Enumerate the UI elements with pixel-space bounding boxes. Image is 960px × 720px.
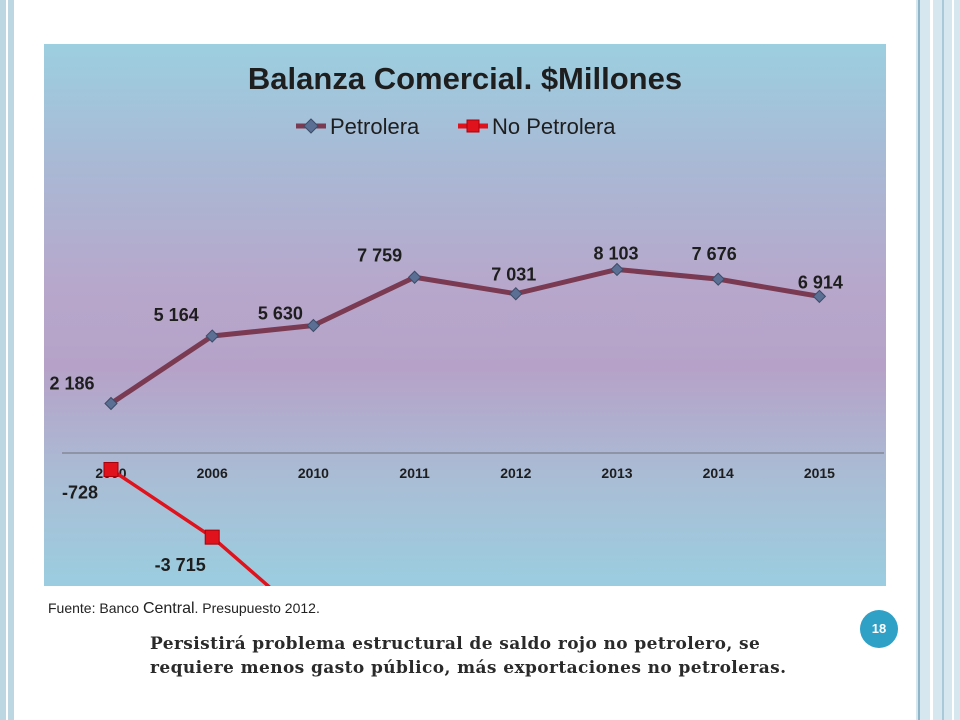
legend-marker	[466, 119, 480, 133]
data-label-petrolera: 7 031	[491, 265, 536, 285]
x-tick-label: 2015	[804, 465, 835, 481]
page-number-badge: 18	[860, 610, 898, 648]
data-point-petrolera	[509, 287, 523, 301]
series-line-petrolera	[109, 266, 820, 406]
chart-title: Balanza Comercial. $Millones	[248, 61, 682, 96]
x-tick-label: 2011	[399, 465, 430, 481]
data-label-petrolera: 6 914	[798, 272, 843, 292]
chart-container: Balanza Comercial. $Millones Petrolera No…	[44, 44, 886, 586]
source-suffix: . Presupuesto 2012.	[194, 600, 320, 616]
series-group: 2 186 5 164 5 630 7 759 7 031 8 103 7 676 6 914…	[49, 243, 843, 586]
data-point-petrolera	[711, 272, 725, 286]
x-axis: 20002006201020112012201320142015	[62, 452, 884, 481]
line-chart: Balanza Comercial. $Millones Petrolera No…	[49, 61, 884, 586]
x-tick-label: 2013	[601, 465, 632, 481]
data-label-petrolera: 2 186	[49, 373, 94, 393]
legend-label: Petrolera	[330, 114, 420, 139]
x-tick-label: 2006	[197, 465, 228, 481]
data-label-petrolera: 7 676	[692, 244, 737, 264]
data-label-petrolera: 5 630	[258, 303, 303, 323]
data-point-no-petrolera	[204, 529, 220, 545]
chart-legend: Petrolera No Petrolera	[296, 114, 616, 139]
x-tick-label: 2012	[500, 465, 531, 481]
data-point-petrolera	[610, 262, 624, 277]
data-label-petrolera: 7 759	[357, 245, 402, 265]
data-label-petrolera: 5 164	[154, 305, 199, 325]
data-point-petrolera	[306, 318, 321, 333]
slide-caption: Persistirá problema estructural de saldo…	[150, 634, 787, 678]
left-border-decoration	[0, 0, 14, 720]
data-point-no-petrolera	[103, 461, 119, 477]
data-point-petrolera	[812, 289, 827, 304]
data-label-no-petrolera: -3 715	[155, 555, 206, 575]
x-tick-label: 2014	[703, 465, 734, 481]
data-label-no-petrolera: -728	[62, 482, 98, 502]
legend-marker	[303, 118, 319, 134]
data-point-petrolera	[205, 329, 219, 343]
data-point-petrolera	[104, 396, 118, 411]
source-emphasis: Central	[142, 600, 195, 617]
series-line-no-petrolera	[110, 468, 271, 586]
source-prefix: Fuente: Banco	[48, 600, 143, 616]
x-tick-label: 2010	[298, 465, 329, 481]
right-border-decoration	[916, 0, 960, 720]
legend-label: No Petrolera	[492, 114, 616, 139]
source-note: Fuente: Banco Central. Presupuesto 2012.	[48, 600, 320, 618]
data-point-petrolera	[407, 270, 422, 284]
data-label-petrolera: 8 103	[593, 243, 638, 263]
